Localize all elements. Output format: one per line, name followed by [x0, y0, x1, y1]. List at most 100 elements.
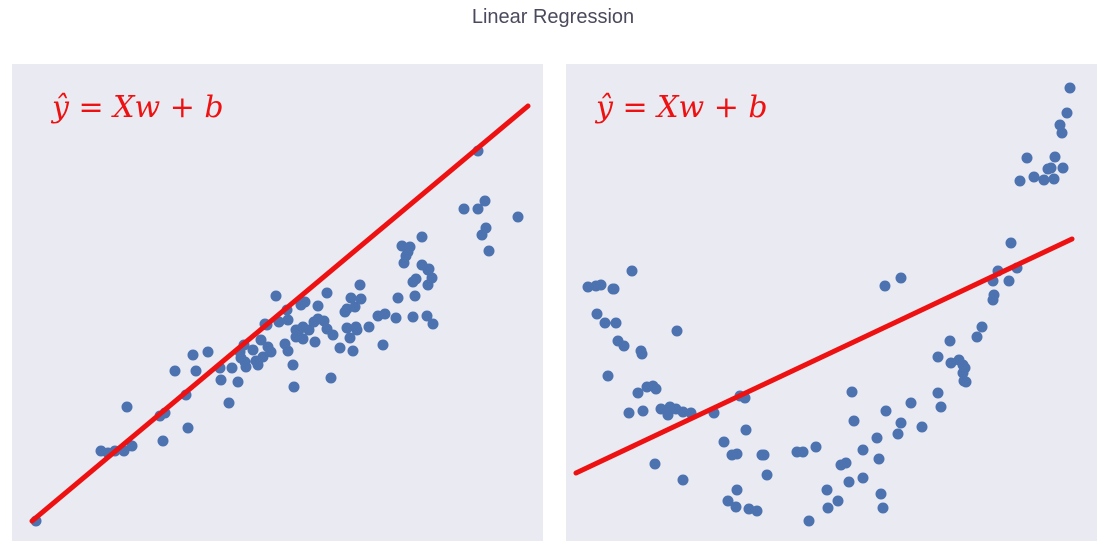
- data-point: [1045, 162, 1057, 174]
- data-point: [718, 436, 730, 448]
- data-point: [182, 422, 194, 434]
- data-point: [840, 457, 852, 469]
- data-point: [822, 502, 834, 514]
- data-point: [880, 405, 892, 417]
- data-point: [671, 325, 683, 337]
- data-point: [877, 502, 889, 514]
- data-point: [297, 333, 309, 345]
- data-point: [416, 231, 428, 243]
- data-point: [848, 415, 860, 427]
- data-point: [944, 335, 956, 347]
- data-point: [959, 362, 971, 374]
- data-point: [512, 211, 524, 223]
- data-point: [407, 276, 419, 288]
- data-point: [240, 361, 252, 373]
- data-point: [797, 446, 809, 458]
- data-point: [871, 432, 883, 444]
- data-point: [1061, 107, 1073, 119]
- data-point: [257, 351, 269, 363]
- data-point: [480, 222, 492, 234]
- points-group: [30, 145, 524, 527]
- data-point: [169, 365, 181, 377]
- data-point: [279, 338, 291, 350]
- data-point: [935, 401, 947, 413]
- data-point: [846, 386, 858, 398]
- data-point: [303, 324, 315, 336]
- data-point: [677, 474, 689, 486]
- data-point: [363, 321, 375, 333]
- data-point: [355, 293, 367, 305]
- data-point: [892, 428, 904, 440]
- data-point: [1049, 151, 1061, 163]
- data-point: [354, 279, 366, 291]
- data-point: [873, 453, 885, 465]
- data-point: [730, 501, 742, 513]
- data-point: [423, 263, 435, 275]
- data-point: [351, 324, 363, 336]
- data-point: [1054, 119, 1066, 131]
- data-point: [632, 387, 644, 399]
- regression-line: [573, 236, 1075, 476]
- data-point: [247, 344, 259, 356]
- data-point: [345, 292, 357, 304]
- data-point: [1028, 171, 1040, 183]
- data-point: [857, 472, 869, 484]
- data-point: [287, 359, 299, 371]
- data-point: [875, 488, 887, 500]
- data-point: [202, 346, 214, 358]
- data-point: [1038, 174, 1050, 186]
- data-point: [1003, 275, 1015, 287]
- data-point: [599, 317, 611, 329]
- left-scatter-chart: ŷ = Xw + b: [12, 64, 543, 541]
- data-point: [334, 342, 346, 354]
- data-point: [803, 515, 815, 527]
- data-point: [636, 348, 648, 360]
- data-point: [341, 322, 353, 334]
- data-point: [623, 407, 635, 419]
- data-point: [731, 484, 743, 496]
- data-point: [325, 372, 337, 384]
- data-point: [905, 397, 917, 409]
- data-point: [121, 401, 133, 413]
- plot-background: [566, 64, 1097, 541]
- data-point: [187, 349, 199, 361]
- data-point: [916, 421, 928, 433]
- data-point: [270, 290, 282, 302]
- data-point: [722, 495, 734, 507]
- data-point: [409, 290, 421, 302]
- data-point: [857, 444, 869, 456]
- data-point: [1014, 175, 1026, 187]
- data-point: [751, 505, 763, 517]
- data-point: [190, 365, 202, 377]
- regression-line: [29, 103, 531, 524]
- data-point: [895, 417, 907, 429]
- data-point: [321, 287, 333, 299]
- data-point: [1057, 162, 1069, 174]
- data-point: [932, 351, 944, 363]
- data-point: [282, 314, 294, 326]
- data-point: [879, 280, 891, 292]
- data-point: [843, 476, 855, 488]
- formula-label: ŷ = Xw + b: [594, 90, 768, 125]
- data-point: [157, 435, 169, 447]
- data-point: [347, 345, 359, 357]
- data-point: [262, 341, 274, 353]
- data-point: [591, 308, 603, 320]
- data-point: [618, 340, 630, 352]
- data-point: [740, 424, 752, 436]
- data-point: [427, 318, 439, 330]
- data-point: [255, 334, 267, 346]
- data-point: [610, 317, 622, 329]
- data-point: [377, 339, 389, 351]
- data-point: [1021, 152, 1033, 164]
- data-point: [1064, 82, 1076, 94]
- data-point: [392, 292, 404, 304]
- data-point: [215, 374, 227, 386]
- right-scatter-chart: ŷ = Xw + b: [566, 64, 1097, 541]
- data-point: [895, 272, 907, 284]
- data-point: [607, 283, 619, 295]
- data-point: [637, 405, 649, 417]
- data-point: [126, 440, 138, 452]
- chart-title: Linear Regression: [471, 6, 635, 28]
